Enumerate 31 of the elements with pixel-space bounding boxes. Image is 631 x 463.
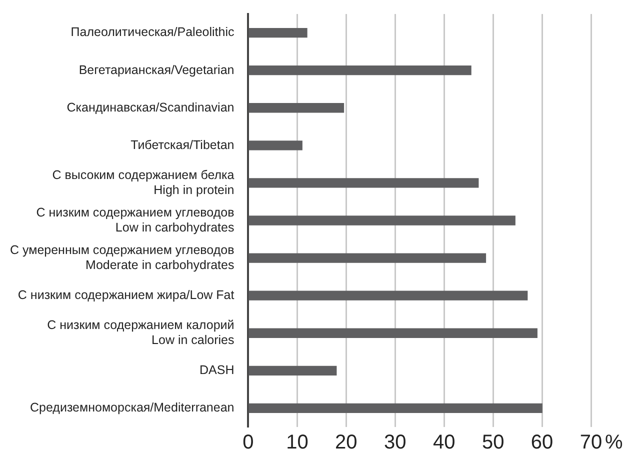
- y-tick-label: С низким содержанием жира/Low Fat: [18, 288, 235, 302]
- x-tick-label: 30: [384, 432, 406, 454]
- bar: [248, 140, 302, 150]
- y-tick-label: Тибетская/Tibetan: [130, 138, 234, 152]
- bar: [248, 290, 528, 300]
- y-tick-label: С высоким содержанием белка High in protein: [52, 168, 234, 197]
- x-tick-label: 10: [286, 432, 308, 454]
- y-tick-label: Средиземноморская/Mediterranean: [30, 400, 234, 415]
- bar: [248, 65, 472, 76]
- x-axis-title: %: [605, 432, 623, 454]
- bar: [248, 366, 337, 376]
- bar: [248, 328, 538, 338]
- y-tick-label: DASH: [200, 363, 234, 378]
- x-tick-label: 40: [432, 432, 456, 454]
- x-tick-label: 20: [335, 432, 358, 454]
- bar: [248, 253, 486, 263]
- y-tick-label: Вегетарианская/Vegetarian: [78, 62, 234, 77]
- bar: [248, 28, 308, 38]
- bar: [248, 103, 344, 113]
- bar: [248, 178, 479, 188]
- x-tick-label: 70: [580, 432, 602, 454]
- y-tick-label: Палеолитическая/Paleolithic: [70, 25, 234, 40]
- y-tick-label: С низким содержанием углеводов Low in carbohydrates: [36, 205, 235, 234]
- x-tick-label: 0: [242, 432, 254, 454]
- y-tick-label: Скандинавская/Scandinavian: [66, 100, 234, 114]
- x-tick-label: 60: [530, 432, 554, 454]
- bar: [248, 403, 542, 414]
- y-tick-label: С низким содержанием калорий Low in calories: [47, 318, 234, 348]
- x-tick-label: 50: [482, 432, 504, 454]
- bar: [248, 216, 516, 226]
- y-tick-label: С умеренным содержанием углеводов Moderate in carbohydrates: [10, 243, 235, 272]
